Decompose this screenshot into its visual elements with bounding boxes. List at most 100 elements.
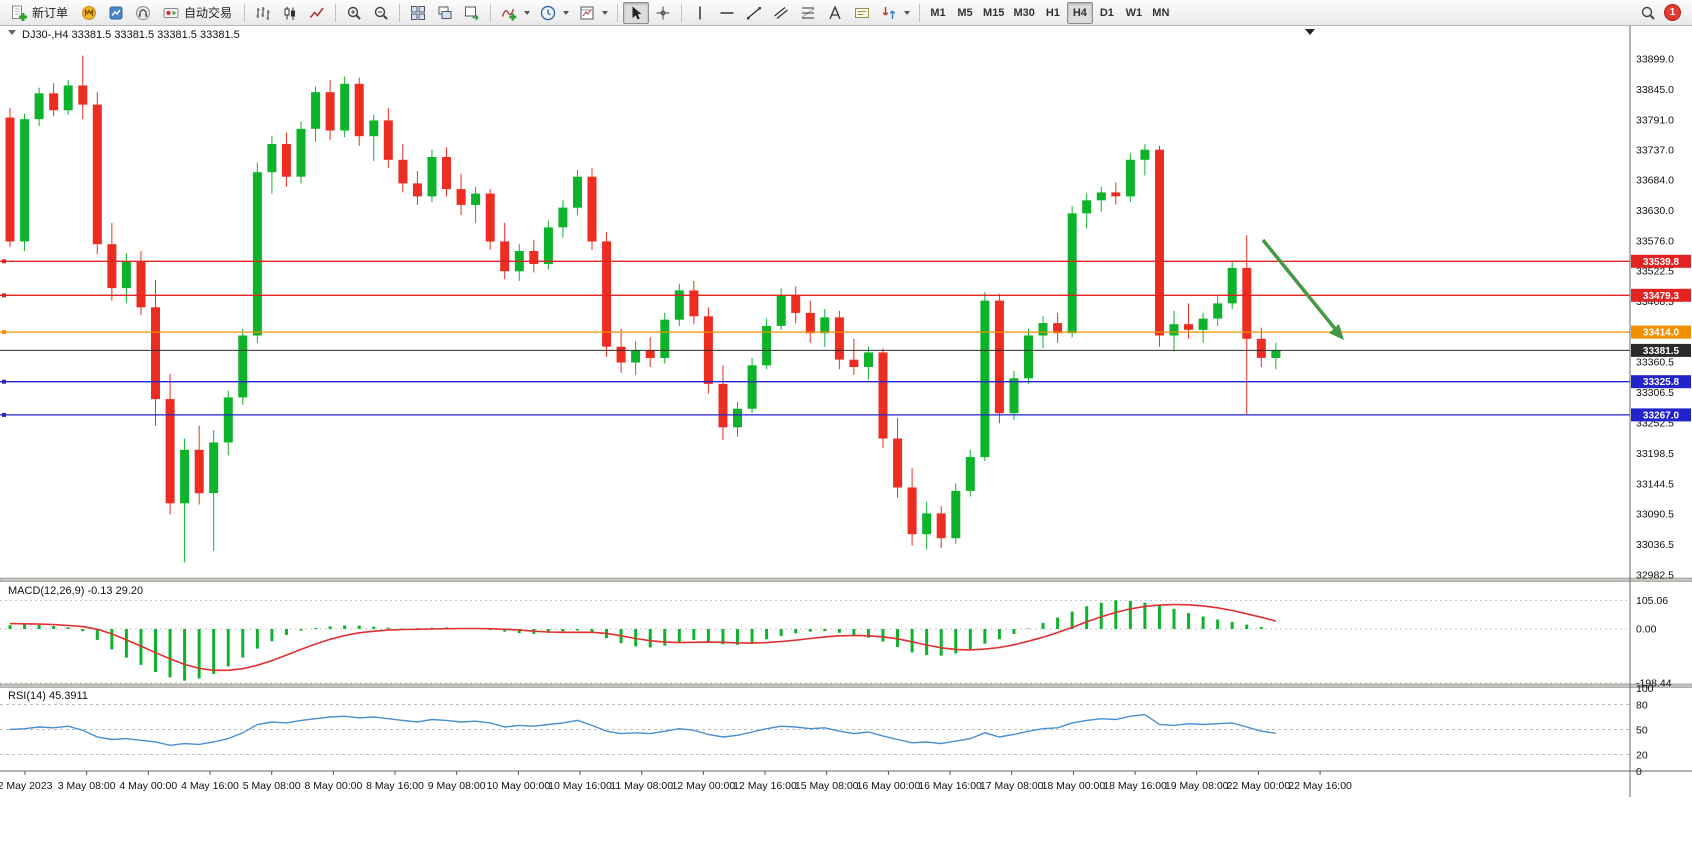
bar-chart-button[interactable] — [250, 2, 276, 24]
candle-body — [689, 290, 699, 317]
panel-divider[interactable] — [0, 683, 1692, 688]
candle-body — [311, 92, 321, 129]
timeframe-w1-button[interactable]: W1 — [1125, 6, 1143, 19]
candle-body — [136, 261, 146, 308]
dropdown-arrow-icon[interactable] — [524, 10, 531, 15]
zoom-out-icon — [372, 4, 390, 22]
candle-body — [1213, 303, 1223, 319]
price-tick-label: 33737.0 — [1636, 145, 1674, 157]
line-handle[interactable] — [2, 379, 6, 384]
dropdown-arrow-icon[interactable] — [563, 10, 570, 15]
trendline-button[interactable] — [741, 2, 767, 24]
mql5-market-icon — [80, 4, 98, 22]
rsi-tick-label: 50 — [1636, 725, 1648, 737]
periods-clock-icon — [539, 4, 557, 22]
line-handle[interactable] — [2, 412, 6, 417]
candlestick-chart-button[interactable] — [277, 2, 303, 24]
trend-arrow-annotation[interactable] — [1261, 238, 1344, 340]
price-panel — [0, 55, 1630, 563]
line-handle[interactable] — [2, 293, 6, 298]
candle-body — [951, 490, 961, 539]
vertical-line-button[interactable] — [687, 2, 713, 24]
timeframe-mn-button[interactable]: MN — [1152, 6, 1170, 19]
indicators-button[interactable] — [496, 2, 534, 24]
candle-body — [529, 251, 539, 264]
zoom-out-button[interactable] — [368, 2, 394, 24]
horizontal-line-button[interactable] — [714, 2, 740, 24]
candle-body — [543, 227, 553, 264]
price-badge-33381.5: 33381.5 — [1631, 343, 1691, 357]
timeframe-m15-button[interactable]: M15 — [983, 6, 1005, 19]
text-button[interactable] — [822, 2, 848, 24]
candle-body — [1140, 149, 1150, 160]
crosshair-button[interactable] — [650, 2, 676, 24]
candle-body — [587, 176, 597, 242]
one-click-trading-toggle[interactable] — [8, 30, 16, 35]
price-tick-label: 33684.0 — [1636, 175, 1674, 187]
macd-histogram — [8, 600, 1263, 681]
time-tick-label: 4 May 00:00 — [119, 780, 177, 792]
templates-button[interactable] — [574, 2, 612, 24]
cursor-button[interactable] — [623, 1, 650, 24]
chart-shift-marker[interactable] — [1305, 29, 1315, 35]
rsi-line — [9, 713, 1276, 747]
candle-body — [936, 513, 946, 539]
text-label-button[interactable] — [849, 2, 875, 24]
line-chart-button[interactable] — [304, 2, 330, 24]
mql5-market-button[interactable] — [76, 2, 102, 24]
price-tick-label: 33630.0 — [1636, 205, 1674, 217]
track-chart-button[interactable] — [459, 2, 485, 24]
time-tick-label: 18 May 16:00 — [1103, 780, 1167, 792]
candlestick-series — [5, 55, 1281, 563]
price-tick-label: 33899.0 — [1636, 54, 1674, 66]
candle-body — [92, 104, 102, 245]
chart-window[interactable]: 33899.0 33845.0 33791.0 33737.0 33684.0 33630… — [0, 26, 1692, 859]
candle-body — [471, 193, 481, 205]
candle-body — [631, 350, 641, 363]
zoom-in-button[interactable] — [341, 2, 367, 24]
candle-body — [718, 383, 728, 428]
dropdown-arrow-icon[interactable] — [904, 10, 911, 15]
toolbar-separator — [399, 3, 401, 22]
candle-body — [994, 300, 1004, 414]
notifications-count-badge[interactable]: 1 — [1664, 4, 1681, 21]
periods-button[interactable] — [535, 2, 573, 24]
line-handle[interactable] — [2, 259, 6, 264]
time-tick-label: 16 May 16:00 — [918, 780, 982, 792]
notifications-button[interactable] — [130, 2, 156, 24]
macd-tick-label: 0.00 — [1636, 624, 1657, 636]
price-tick-label: 33036.5 — [1636, 539, 1674, 551]
candle-body — [1111, 192, 1121, 197]
new-order-button[interactable]: 新订单 — [5, 2, 75, 24]
candle-body — [354, 83, 364, 137]
timeframe-m5-button[interactable]: M5 — [957, 6, 973, 19]
text-icon — [826, 4, 844, 22]
timeframe-h4-button[interactable]: H4 — [1066, 1, 1093, 24]
autotrading-button[interactable]: 自动交易 — [157, 2, 239, 24]
price-badge-label: 33539.8 — [1643, 257, 1680, 268]
candle-body — [893, 438, 903, 488]
timeframe-d1-button[interactable]: D1 — [1099, 6, 1114, 19]
timeframe-h1-button[interactable]: H1 — [1045, 6, 1060, 19]
arrange-windows-button[interactable] — [432, 2, 458, 24]
fibonacci-button[interactable] — [795, 2, 821, 24]
timeframe-m1-button[interactable]: M1 — [930, 6, 946, 19]
trendline-icon — [745, 4, 763, 22]
price-chart[interactable]: 33899.0 33845.0 33791.0 33737.0 33684.0 33630… — [0, 26, 1692, 859]
candle-body — [34, 93, 44, 120]
candle-body — [558, 207, 568, 228]
candle-body — [369, 120, 379, 137]
panel-divider[interactable] — [0, 577, 1692, 582]
charts-profile-button[interactable] — [103, 2, 129, 24]
arrange-windows-icon — [436, 4, 454, 22]
line-handle[interactable] — [2, 330, 6, 335]
arrows-button[interactable] — [876, 2, 914, 24]
macd-panel — [0, 600, 1630, 684]
equidistant-channel-button[interactable] — [768, 2, 794, 24]
candle-body — [296, 128, 306, 177]
tile-windows-button[interactable] — [405, 2, 431, 24]
timeframe-m30-button[interactable]: M30 — [1013, 6, 1035, 19]
time-axis[interactable]: 2 May 2023 3 May 08:00 4 May 00:00 4 May 16… — [0, 771, 1352, 792]
dropdown-arrow-icon[interactable] — [602, 10, 609, 15]
search-button[interactable] — [1635, 2, 1661, 24]
